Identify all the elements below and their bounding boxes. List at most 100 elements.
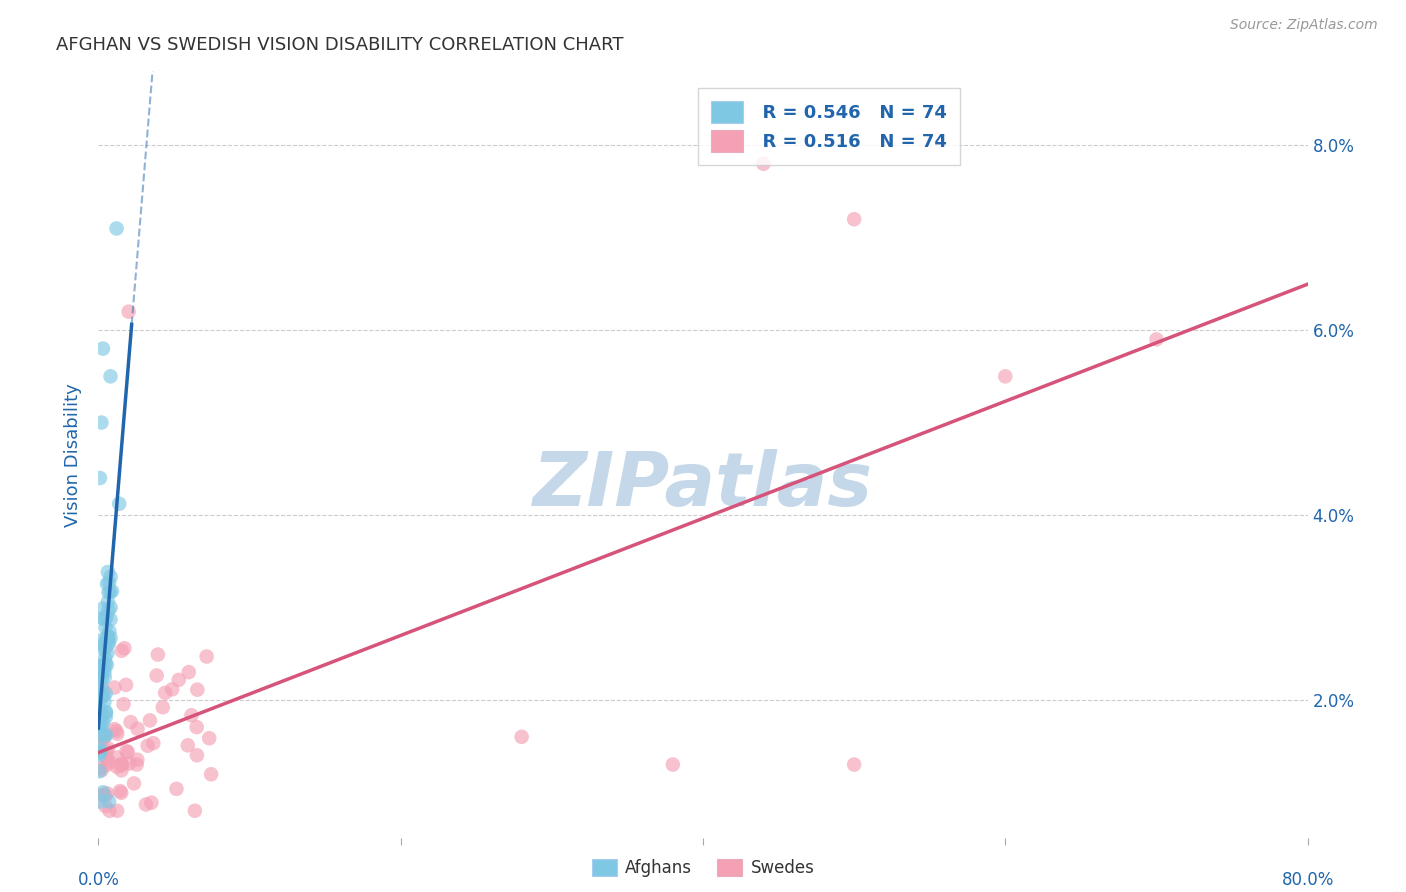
Text: 80.0%: 80.0%	[1281, 871, 1334, 888]
Point	[115, 744, 138, 758]
Point	[89, 742, 111, 756]
Point	[127, 722, 149, 736]
Point	[96, 743, 118, 757]
Point	[93, 612, 115, 626]
Point	[96, 751, 118, 765]
Point	[90, 690, 112, 704]
Point	[101, 584, 124, 599]
Point	[89, 692, 111, 706]
Point	[94, 730, 117, 744]
Point	[93, 729, 115, 743]
Point	[117, 745, 139, 759]
Point	[111, 758, 134, 772]
Point	[90, 659, 112, 673]
Point	[186, 748, 208, 763]
Point	[91, 632, 114, 647]
Point	[145, 668, 167, 682]
Point	[91, 716, 114, 731]
Point	[167, 673, 190, 687]
Point	[510, 730, 533, 744]
Y-axis label: Vision Disability: Vision Disability	[63, 383, 82, 527]
Point	[96, 577, 118, 591]
Point	[153, 686, 176, 700]
Point	[110, 786, 132, 800]
Point	[100, 631, 122, 645]
Point	[200, 767, 222, 781]
Point	[98, 575, 121, 590]
Point	[100, 570, 122, 584]
Point	[91, 730, 114, 744]
Point	[107, 750, 129, 764]
Point	[94, 788, 117, 802]
Point	[177, 665, 200, 680]
Point	[96, 610, 118, 624]
Point	[118, 756, 141, 771]
Point	[89, 711, 111, 725]
Point	[94, 710, 117, 724]
Point	[97, 757, 120, 772]
Point	[90, 670, 112, 684]
Point	[98, 585, 121, 599]
Point	[97, 630, 120, 644]
Point	[184, 804, 207, 818]
Point	[90, 763, 112, 777]
Point	[186, 682, 208, 697]
Point	[97, 603, 120, 617]
Point	[87, 702, 110, 716]
Point	[186, 720, 208, 734]
Point	[100, 612, 122, 626]
Point	[136, 739, 159, 753]
Point	[93, 665, 115, 679]
Point	[105, 804, 128, 818]
Text: ZIPatlas: ZIPatlas	[533, 449, 873, 522]
Point	[98, 755, 121, 769]
Point	[135, 797, 157, 812]
Point	[103, 722, 125, 736]
Point	[89, 681, 111, 696]
Point	[93, 788, 115, 802]
Point	[105, 221, 128, 235]
Point	[94, 705, 117, 719]
Point	[91, 729, 114, 743]
Point	[108, 497, 131, 511]
Legend: Afghans, Swedes: Afghans, Swedes	[585, 852, 821, 884]
Point	[180, 708, 202, 723]
Point	[152, 700, 174, 714]
Point	[146, 648, 169, 662]
Point	[93, 660, 115, 674]
Point	[91, 788, 114, 802]
Point	[125, 757, 148, 772]
Point	[844, 757, 866, 772]
Point	[98, 624, 121, 639]
Point	[87, 746, 110, 760]
Point	[198, 731, 221, 746]
Point	[166, 781, 188, 796]
Point	[87, 720, 110, 734]
Point	[105, 727, 128, 741]
Point	[94, 706, 117, 720]
Point	[90, 667, 112, 681]
Point	[97, 585, 120, 599]
Point	[105, 760, 128, 774]
Point	[89, 795, 111, 809]
Point	[103, 681, 125, 695]
Point	[96, 728, 118, 742]
Point	[94, 633, 117, 648]
Point	[105, 723, 128, 738]
Point	[91, 689, 114, 703]
Point	[97, 595, 120, 609]
Point	[89, 710, 111, 724]
Point	[110, 756, 132, 771]
Point	[100, 369, 122, 384]
Point	[94, 620, 117, 634]
Point	[108, 784, 131, 798]
Point	[91, 342, 114, 356]
Point	[87, 748, 110, 763]
Point	[94, 656, 117, 670]
Point	[111, 644, 134, 658]
Point	[89, 761, 111, 775]
Point	[100, 600, 122, 615]
Point	[110, 764, 132, 778]
Point	[115, 678, 138, 692]
Point	[89, 764, 111, 779]
